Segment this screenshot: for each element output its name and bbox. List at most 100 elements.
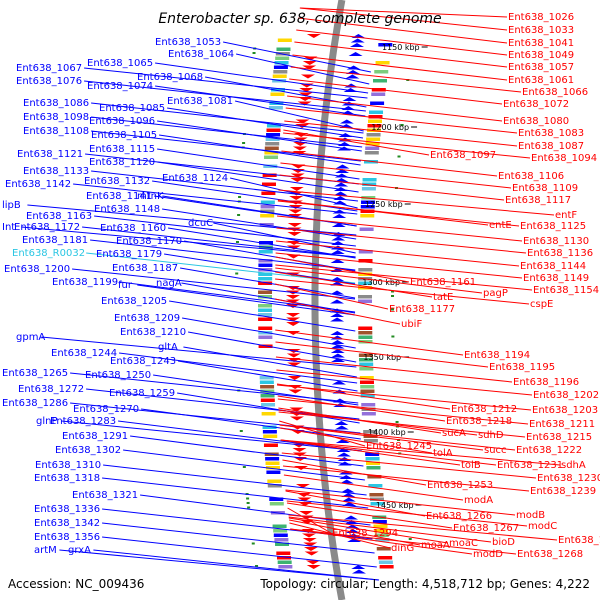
label-connector bbox=[188, 331, 357, 363]
label-connector bbox=[73, 183, 358, 215]
label-connector bbox=[184, 240, 356, 272]
forward-gene-mark bbox=[348, 52, 363, 56]
gene-label: Ent638_1132 bbox=[84, 176, 150, 187]
gene-label: Ent638_1231 bbox=[497, 460, 563, 471]
forward-gene-mark bbox=[335, 164, 350, 169]
gene-label: Ent638_1109 bbox=[512, 183, 578, 194]
gene-label: Ent638_1085 bbox=[99, 103, 165, 114]
label-connector bbox=[93, 549, 380, 581]
feature-block bbox=[358, 299, 373, 303]
feature-block bbox=[261, 191, 276, 195]
reverse-gene-mark bbox=[295, 119, 310, 124]
feature-block bbox=[272, 524, 287, 528]
gene-label: Ent638_1205 bbox=[101, 296, 167, 307]
forward-gene-mark bbox=[330, 344, 345, 349]
gene-label: Int bbox=[2, 222, 15, 233]
forward-gene-mark bbox=[330, 290, 345, 295]
label-connector bbox=[282, 459, 427, 486]
feature-block bbox=[367, 475, 382, 479]
feature-block bbox=[276, 551, 291, 555]
gene-label: Ent638_1130 bbox=[523, 236, 589, 247]
gene-label: Ent638_1196 bbox=[513, 377, 579, 388]
reverse-gene-mark bbox=[288, 209, 303, 214]
reverse-gene-mark bbox=[289, 187, 304, 191]
forward-gene-mark bbox=[331, 358, 346, 362]
forward-gene-mark bbox=[330, 250, 345, 254]
label-connector bbox=[287, 95, 503, 122]
reverse-gene-mark bbox=[300, 74, 315, 79]
feature-block bbox=[379, 565, 394, 569]
feature-block bbox=[258, 263, 273, 267]
label-connector bbox=[289, 78, 503, 105]
forward-gene-mark bbox=[347, 538, 362, 542]
scale-dot bbox=[391, 308, 395, 311]
feature-block bbox=[265, 137, 280, 141]
feature-block bbox=[370, 502, 385, 506]
label-connector bbox=[292, 54, 508, 81]
scale-dot bbox=[239, 430, 243, 432]
gene-label: dcuC bbox=[188, 218, 213, 229]
label-connector bbox=[277, 384, 532, 411]
feature-block bbox=[258, 290, 273, 294]
forward-gene-mark bbox=[351, 569, 366, 574]
genome-title: Enterobacter sp. 638, complete genome bbox=[158, 11, 441, 27]
gene-label: tolB bbox=[461, 460, 481, 471]
gene-label: Ent638_1170 bbox=[116, 236, 182, 247]
scale-dot bbox=[246, 502, 250, 504]
feature-block bbox=[258, 259, 273, 263]
reverse-gene-mark bbox=[306, 565, 321, 569]
feature-block bbox=[374, 70, 389, 74]
gene-label: Ent638_1239 bbox=[530, 486, 596, 497]
forward-gene-mark bbox=[330, 349, 345, 353]
scale-dot bbox=[391, 335, 395, 338]
gene-label: Ent638_1117 bbox=[505, 195, 571, 206]
feature-block bbox=[361, 403, 376, 407]
gene-label: Ent638_1283 bbox=[50, 416, 116, 427]
reverse-gene-mark bbox=[303, 547, 318, 551]
feature-block bbox=[368, 484, 383, 488]
feature-block bbox=[368, 115, 383, 119]
feature-block bbox=[258, 272, 273, 276]
label-connector bbox=[103, 464, 367, 496]
gene-label: Ent638_1074 bbox=[87, 81, 153, 92]
feature-block bbox=[359, 358, 374, 362]
feature-block bbox=[364, 151, 379, 155]
feature-block bbox=[369, 110, 384, 114]
reverse-gene-mark bbox=[292, 448, 307, 452]
label-connector bbox=[275, 252, 523, 279]
gene-label: Ent638_1148 bbox=[94, 204, 160, 215]
feature-block bbox=[273, 65, 288, 69]
forward-gene-mark bbox=[330, 317, 345, 322]
label-connector bbox=[288, 517, 449, 544]
gene-label: Ent638_1086 bbox=[23, 98, 89, 109]
forward-gene-mark bbox=[330, 353, 345, 358]
scale-dot bbox=[247, 506, 251, 509]
forward-gene-mark bbox=[344, 515, 359, 520]
feature-block bbox=[374, 529, 389, 533]
gene-label: Ent638_1125 bbox=[520, 221, 586, 232]
gene-label: Ent638_1064 bbox=[168, 49, 234, 60]
gene-label: Ent638_1061 bbox=[508, 75, 574, 86]
gene-label: Ent638_1154 bbox=[533, 285, 599, 296]
feature-block bbox=[260, 214, 275, 218]
feature-block bbox=[366, 137, 381, 141]
feature-block bbox=[277, 560, 292, 564]
gene-label: Ent638_1272 bbox=[18, 384, 84, 395]
topology-text: Topology: circular; Length: 4,518,712 bp… bbox=[259, 577, 590, 591]
feature-block bbox=[272, 74, 287, 78]
gene-label: Ent638_1041 bbox=[508, 38, 574, 49]
gene-label: Ent638_1245 bbox=[366, 441, 432, 452]
label-connector bbox=[279, 174, 505, 201]
gene-label: Ent638_1268 bbox=[517, 549, 583, 560]
gene-label: Ent638_1097 bbox=[430, 150, 496, 161]
label-connector bbox=[275, 240, 520, 267]
gene-label: Ent638_1286 bbox=[2, 398, 68, 409]
feature-block bbox=[276, 47, 291, 51]
label-connector bbox=[276, 227, 527, 254]
label-connector bbox=[290, 528, 473, 555]
reverse-gene-mark bbox=[287, 232, 302, 236]
label-connector bbox=[180, 267, 356, 299]
forward-gene-mark bbox=[330, 277, 345, 281]
feature-block bbox=[267, 479, 282, 483]
